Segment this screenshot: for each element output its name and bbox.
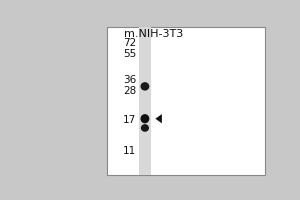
Ellipse shape: [141, 124, 149, 132]
Ellipse shape: [140, 82, 149, 91]
Polygon shape: [155, 114, 162, 123]
Text: 55: 55: [123, 49, 136, 59]
Bar: [107, 27, 266, 175]
Ellipse shape: [140, 114, 149, 123]
Bar: [139, 27, 152, 175]
Text: 11: 11: [123, 146, 136, 156]
Text: 28: 28: [123, 86, 136, 96]
Text: 72: 72: [123, 38, 136, 48]
Text: m.NIH-3T3: m.NIH-3T3: [124, 29, 183, 39]
Text: 17: 17: [123, 115, 136, 125]
Text: 36: 36: [123, 75, 136, 85]
